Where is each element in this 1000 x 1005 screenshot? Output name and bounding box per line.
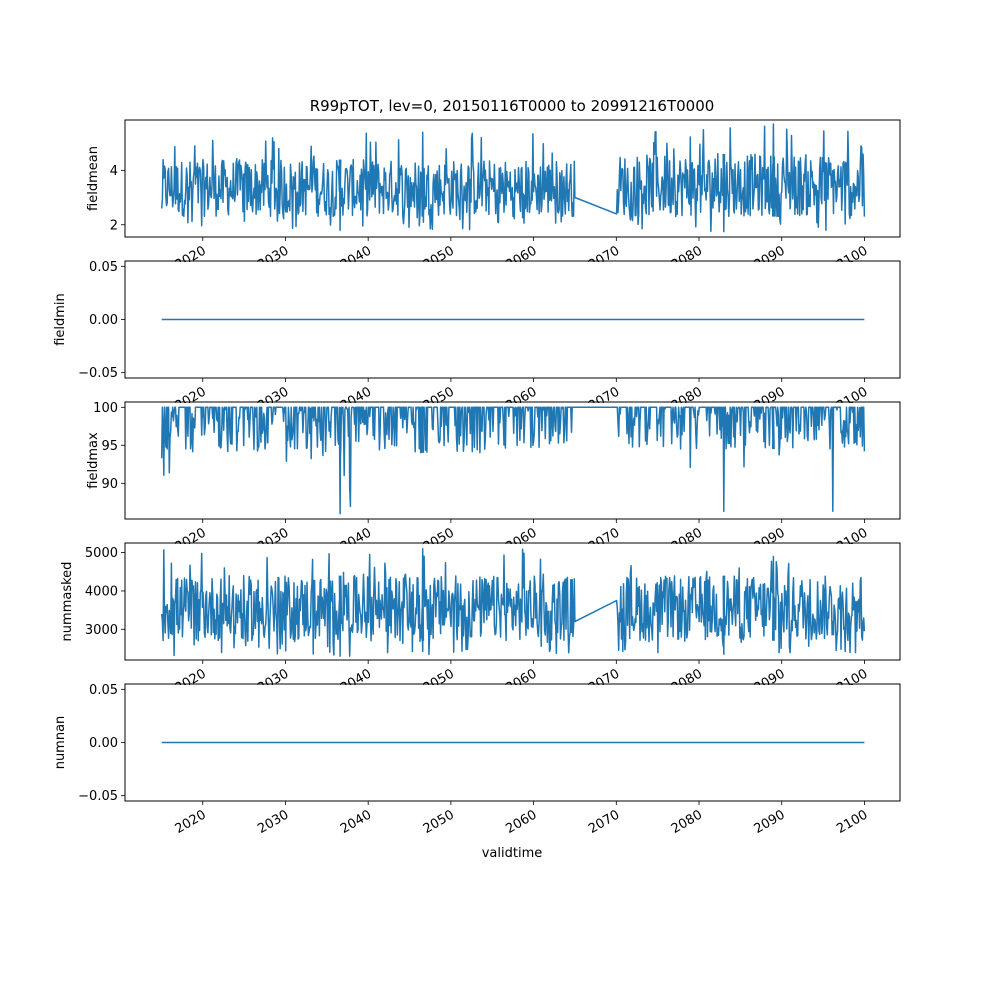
y-tick-label: 3000 (85, 623, 118, 638)
y-tick-label: 4000 (85, 584, 118, 599)
y-tick-label: −0.05 (78, 789, 118, 804)
series-line-fieldmax (160, 406, 866, 515)
subplot-numnan: −0.05 0.00 0.05 numnan 2020 2030 2040 2050 2060 2… (53, 683, 901, 837)
x-tick-label: 2030 (255, 807, 291, 837)
axes-background (126, 544, 899, 659)
x-tick-label: 2020 (173, 807, 209, 837)
x-tick-label: 2050 (421, 807, 457, 837)
y-axis-label: numnan (53, 716, 68, 770)
x-tick-label: 2040 (338, 807, 374, 837)
y-tick-label: 90 (101, 477, 118, 492)
series-line-fieldmean (160, 123, 866, 233)
y-tick-label: 95 (101, 439, 118, 454)
y-axis-label: fieldmax (86, 432, 101, 489)
y-axis-label: nummasked (60, 562, 75, 642)
y-tick-label: −0.05 (78, 366, 118, 381)
x-tick-label: 2080 (669, 807, 705, 837)
axes-frame (124, 401, 901, 520)
x-tick-label: 2100 (834, 807, 870, 837)
figure-title: R99pTOT, lev=0, 20150116T0000 to 2099121… (310, 97, 715, 115)
y-tick-label: 0.05 (89, 260, 118, 275)
y-tick-label: 5000 (85, 546, 118, 561)
y-tick-label: 4 (110, 164, 118, 179)
axes-frame (124, 119, 901, 238)
x-tick-label: 2090 (752, 807, 788, 837)
y-tick-label: 0.00 (89, 736, 118, 751)
y-tick-label: 0.00 (89, 313, 118, 328)
axes-background (126, 403, 899, 518)
y-tick-label: 2 (110, 218, 118, 233)
series-line-nummasked (160, 548, 866, 657)
x-tick-label: 2070 (586, 807, 622, 837)
y-tick-label: 0.05 (89, 683, 118, 698)
x-tick-label: 2060 (503, 807, 539, 837)
x-axis-label: validtime (482, 846, 543, 861)
y-tick-label: 100 (93, 401, 118, 416)
y-axis-label: fieldmean (86, 146, 101, 211)
axes-frame (124, 542, 901, 661)
y-axis-label: fieldmin (53, 293, 68, 346)
